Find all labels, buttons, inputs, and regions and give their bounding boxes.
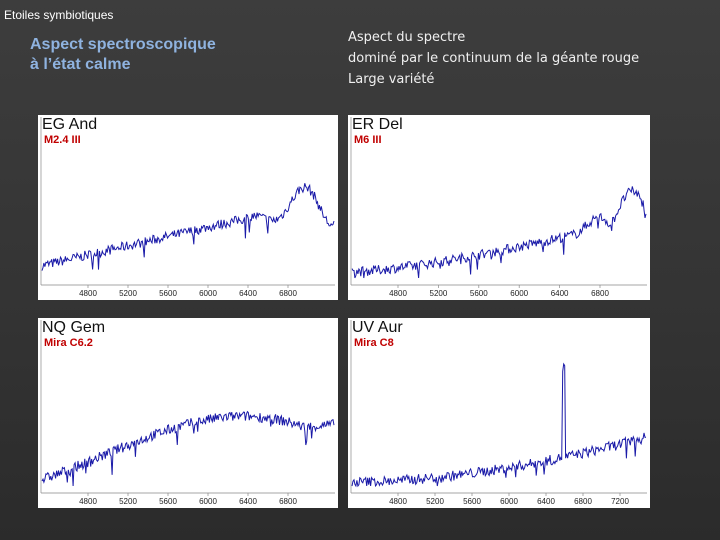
axis-label: 4800 <box>79 497 97 506</box>
axis-label: 6800 <box>574 497 592 506</box>
text-line: dominé par le continuum de la géante rou… <box>348 51 640 66</box>
text-line: Aspect du spectre <box>348 30 466 45</box>
star-name: ER Del <box>352 116 403 133</box>
axis-label: 5200 <box>119 497 137 506</box>
axis-label: 7200 <box>611 497 629 506</box>
axis-label: 5600 <box>159 497 177 506</box>
spectral-type: M6 III <box>354 134 382 146</box>
axis-label: 6000 <box>199 497 217 506</box>
axis-label: 5600 <box>463 497 481 506</box>
axis-label: 6000 <box>510 289 528 298</box>
axis-label: 6800 <box>591 289 609 298</box>
text-line: Large variété <box>348 72 435 87</box>
spectrum-line <box>41 410 335 487</box>
axis-label: 6400 <box>551 289 569 298</box>
spectrum-line <box>351 362 647 488</box>
spectrum-line <box>41 183 335 271</box>
axis-label: 4800 <box>79 289 97 298</box>
heading-line: Aspect spectroscopique <box>30 36 216 53</box>
panel-background <box>348 115 650 300</box>
axis-label: 5200 <box>119 289 137 298</box>
right-text: Aspect du spectre dominé par le continuu… <box>348 27 639 90</box>
heading-line: à l’état calme <box>30 56 131 73</box>
axis-label: 5600 <box>159 289 177 298</box>
axis-label: 6000 <box>199 289 217 298</box>
spectral-type: M2.4 III <box>44 134 81 146</box>
axis-label: 6800 <box>279 289 297 298</box>
axis-label: 6400 <box>537 497 555 506</box>
axis-label: 6000 <box>500 497 518 506</box>
axis-label: 5200 <box>426 497 444 506</box>
axis-label: 5600 <box>470 289 488 298</box>
spectral-type: Mira C8 <box>354 337 394 349</box>
star-name: EG And <box>42 116 97 133</box>
slide-title: Etoiles symbiotiques <box>4 8 114 22</box>
spectral-type: Mira C6.2 <box>44 337 93 349</box>
left-heading: Aspect spectroscopique à l’état calme <box>30 35 216 75</box>
axis-label: 4800 <box>389 497 407 506</box>
axis-label: 6400 <box>239 497 257 506</box>
star-name: UV Aur <box>352 319 403 336</box>
axis-label: 5200 <box>430 289 448 298</box>
panel-background <box>38 318 338 508</box>
panel-background <box>38 115 338 300</box>
spectrum-line <box>351 186 647 279</box>
axis-label: 4800 <box>389 289 407 298</box>
axis-label: 6800 <box>279 497 297 506</box>
axis-label: 6400 <box>239 289 257 298</box>
panel-background <box>348 318 650 508</box>
star-name: NQ Gem <box>42 319 105 336</box>
